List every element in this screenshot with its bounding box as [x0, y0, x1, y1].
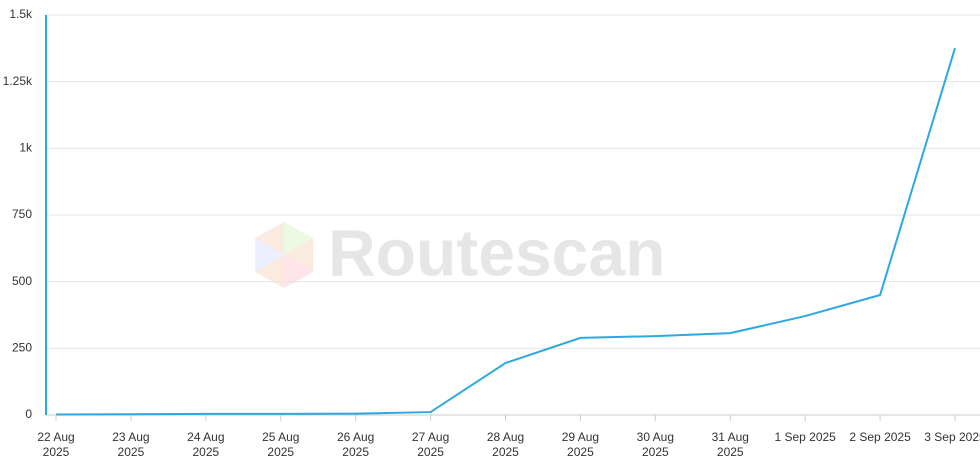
- y-tick-label: 250: [12, 341, 32, 355]
- x-tick-label: 31 Aug 2025: [711, 430, 749, 459]
- x-tick-label: 26 Aug 2025: [336, 430, 375, 459]
- x-tick-label: 28 Aug 2025: [486, 430, 525, 459]
- data-line: [55, 47, 956, 416]
- x-tick-label: 27 Aug 2025: [411, 430, 450, 459]
- x-tick-label: 30 Aug 2025: [636, 430, 675, 459]
- x-tick-label: 22 Aug 2025: [37, 430, 75, 459]
- y-tick-label: 500: [12, 274, 32, 288]
- y-tick-label: 1.5k: [9, 7, 33, 21]
- watermark-logo: [255, 222, 313, 288]
- y-tick-label: 1.25k: [3, 74, 33, 88]
- x-tick-label: 29 Aug 2025: [561, 430, 600, 459]
- x-tick-label: 24 Aug 2025: [187, 430, 225, 459]
- y-tick-label: 1k: [19, 141, 33, 155]
- x-tick-label: 23 Aug 2025: [112, 430, 150, 459]
- x-tick-label: 3 Sep 2025: [924, 430, 980, 444]
- y-tick-label: 750: [12, 207, 32, 221]
- y-tick-label: 0: [25, 407, 32, 421]
- x-tick-label: 2 Sep 2025: [849, 430, 911, 444]
- x-tick-label: 1 Sep 2025: [774, 430, 836, 444]
- x-tick-label: 25 Aug 2025: [262, 430, 300, 459]
- watermark: Routescan: [328, 215, 665, 289]
